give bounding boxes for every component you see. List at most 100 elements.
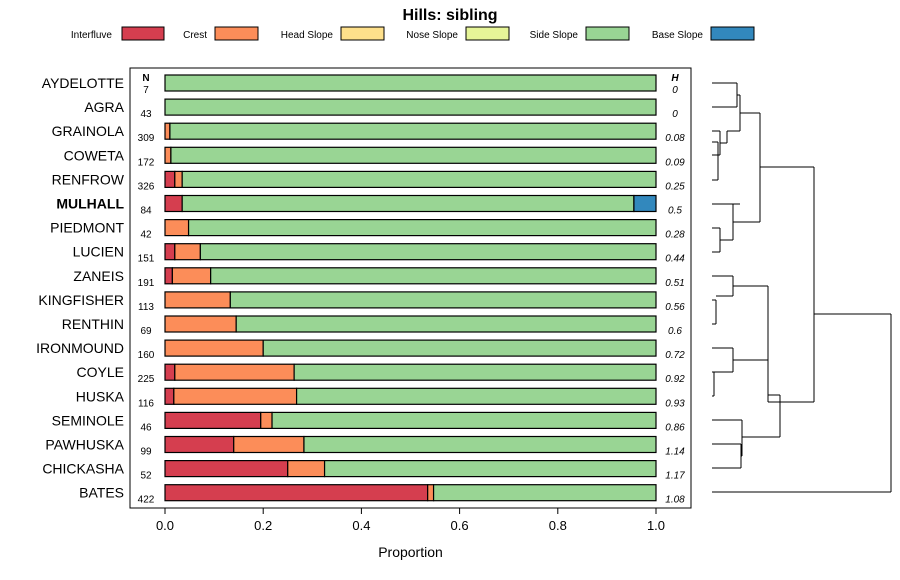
legend-swatch [214, 26, 259, 41]
x-tick-label: 0.4 [352, 518, 370, 533]
bar-segment [293, 363, 657, 381]
n-value: 309 [138, 133, 155, 144]
category-label: RENTHIN [62, 316, 124, 332]
legend-label: Interfluve [71, 30, 113, 41]
bar-segment [174, 363, 295, 381]
n-value: 52 [140, 471, 152, 482]
category-label: CHICKASHA [42, 461, 124, 477]
n-value: 151 [138, 254, 155, 265]
n-value: 326 [138, 181, 155, 192]
n-value: 116 [138, 398, 154, 409]
category-label: AGRA [84, 99, 124, 115]
x-tick-label: 0.0 [156, 518, 174, 533]
legend-swatch [585, 26, 630, 41]
x-axis-label: Proportion [378, 544, 443, 560]
h-value: 1.08 [665, 495, 685, 506]
h-value: 1.14 [665, 447, 685, 458]
bar-segment [181, 170, 657, 188]
chart-title: Hills: sibling [402, 7, 497, 24]
h-value: 0.72 [665, 350, 685, 361]
n-value: 225 [138, 374, 155, 385]
h-value: 0.86 [665, 422, 685, 433]
bar-segment [303, 435, 657, 454]
bar-segment [432, 484, 657, 502]
n-value: 46 [140, 422, 152, 433]
x-tick-label: 0.8 [549, 518, 567, 533]
bar-segment [164, 339, 264, 357]
legend-swatch [340, 26, 385, 41]
bar-segment [164, 435, 235, 454]
bar-segment [229, 291, 657, 309]
legend-label: Head Slope [281, 30, 334, 41]
bar-segment [181, 194, 635, 213]
bar-segment [187, 219, 657, 237]
legend-label: Side Slope [530, 30, 579, 41]
bar-segment [262, 339, 657, 357]
bar-segment [323, 460, 657, 478]
legend-label: Crest [183, 30, 207, 41]
bar-segment [164, 315, 237, 333]
h-value: 0.08 [665, 133, 685, 144]
category-label: SEMINOLE [52, 412, 124, 428]
category-label: GRAINOLA [52, 123, 125, 139]
h-value: 0 [672, 109, 678, 120]
bar-segment [164, 291, 231, 309]
category-label: COYLE [77, 364, 124, 380]
h-value: 0.93 [665, 398, 685, 409]
bar-segment [233, 435, 305, 454]
legend: Interfluve Crest Head Slope Nose Slope Side … [71, 26, 755, 41]
legend-label: Nose Slope [406, 30, 458, 41]
bar-segment [164, 460, 289, 478]
bar-segment [210, 267, 657, 285]
n-value: 84 [140, 206, 152, 217]
bars [164, 74, 657, 502]
x-tick-label: 0.2 [254, 518, 272, 533]
n-header: N [142, 73, 149, 84]
category-label: LUCIEN [73, 244, 124, 260]
bar-segment [164, 411, 262, 429]
legend-label: Base Slope [652, 30, 704, 41]
category-label: RENFROW [52, 171, 125, 187]
n-value: 172 [138, 157, 155, 168]
legend-swatch [121, 26, 165, 41]
category-label: KINGFISHER [38, 292, 124, 308]
h-value: 0.44 [665, 254, 685, 265]
bar-segment [174, 170, 183, 188]
bar-segment [174, 243, 201, 261]
category-label: BATES [79, 485, 124, 501]
bar-segment [164, 98, 657, 116]
x-tick-label: 1.0 [647, 518, 665, 533]
h-value: 0.25 [665, 181, 685, 192]
bar-segment [633, 194, 657, 213]
bar-segment [260, 411, 273, 429]
bar-segment [171, 267, 212, 285]
category-label: COWETA [64, 147, 125, 163]
legend-swatch [710, 26, 755, 41]
bar-segment [164, 194, 183, 213]
bar-segment [164, 363, 176, 381]
bar-segment [164, 387, 175, 405]
h-value: 0.5 [668, 206, 682, 217]
category-label: PAWHUSKA [45, 437, 124, 453]
n-value: 160 [138, 350, 155, 361]
legend-swatch [465, 26, 510, 41]
category-label: AYDELOTTE [42, 75, 124, 91]
bar-segment [427, 484, 435, 502]
plot-panel [129, 67, 692, 509]
bar-segment [164, 122, 171, 140]
bar-segment [170, 146, 657, 164]
h-value: 0.56 [665, 302, 685, 313]
bar-segment [235, 315, 657, 333]
n-value: 42 [140, 230, 152, 241]
category-label: MULHALL [56, 196, 124, 212]
bar-segment [173, 387, 298, 405]
h-value: 0.51 [665, 278, 684, 289]
n-value: 69 [140, 326, 152, 337]
h-value: 0.28 [665, 230, 685, 241]
n-value: 99 [140, 447, 152, 458]
bar-segment [164, 74, 657, 92]
bar-segment [295, 387, 657, 405]
n-value: 113 [138, 302, 154, 313]
bar-segment [271, 411, 657, 429]
